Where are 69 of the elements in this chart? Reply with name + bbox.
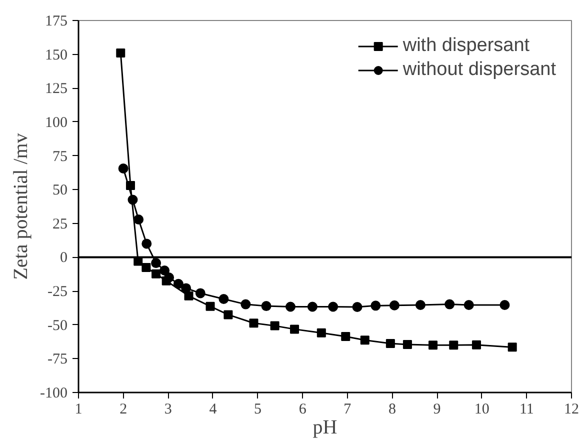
x-tick-label: 3 xyxy=(164,402,172,418)
point xyxy=(160,265,170,276)
point xyxy=(116,48,126,58)
point xyxy=(316,328,326,338)
point xyxy=(240,299,251,310)
point xyxy=(500,300,510,310)
y-tick-label: -25 xyxy=(48,284,68,300)
y-tick-label: 100 xyxy=(45,114,68,131)
x-tick-label: 2 xyxy=(120,402,128,418)
point xyxy=(352,302,362,312)
y-tick-label: -100 xyxy=(40,386,68,402)
point xyxy=(134,214,144,224)
x-tick-label: 10 xyxy=(474,402,490,418)
x-tick-label: 1 xyxy=(74,402,82,418)
y-tick-label: 0 xyxy=(60,250,68,266)
point xyxy=(389,300,400,310)
point xyxy=(290,324,300,334)
point xyxy=(449,340,458,350)
point xyxy=(206,302,215,311)
x-tick-label: 11 xyxy=(519,402,534,418)
legend-label: without dispersant xyxy=(402,59,556,81)
point xyxy=(142,263,151,272)
y-tick-label: 25 xyxy=(52,216,68,232)
x-tick-label: 7 xyxy=(344,402,352,418)
point xyxy=(415,300,426,310)
point xyxy=(285,302,296,312)
point xyxy=(444,299,455,310)
point xyxy=(508,342,517,352)
point xyxy=(128,194,138,205)
y-tick-label: 175 xyxy=(45,14,68,30)
x-tick-label: 12 xyxy=(564,402,579,418)
point xyxy=(118,163,128,174)
point xyxy=(173,278,184,289)
point xyxy=(181,283,192,294)
y-tick-label: 50 xyxy=(52,182,68,199)
x-tick-label: 8 xyxy=(388,402,396,418)
y-tick-label: 150 xyxy=(45,47,68,64)
point xyxy=(261,301,272,312)
point xyxy=(307,302,318,312)
point xyxy=(218,294,229,304)
y-tick-label: -75 xyxy=(48,352,68,368)
x-tick-label: 9 xyxy=(433,402,441,418)
point xyxy=(428,340,438,350)
point xyxy=(370,300,381,311)
point xyxy=(224,310,233,320)
point xyxy=(142,238,152,249)
point xyxy=(249,318,258,328)
point xyxy=(270,321,280,330)
point xyxy=(151,258,162,268)
point xyxy=(195,288,206,298)
y-tick-label: -50 xyxy=(48,318,68,334)
x-axis-title: pH xyxy=(312,416,338,438)
x-tick-label: 5 xyxy=(254,402,262,418)
y-tick-label: 125 xyxy=(45,81,68,98)
point xyxy=(360,336,370,345)
point xyxy=(386,339,395,348)
point xyxy=(472,340,481,350)
point xyxy=(152,269,161,278)
y-tick-label: 75 xyxy=(52,148,68,165)
point xyxy=(328,302,338,312)
point xyxy=(184,291,194,300)
y-axis-title: Zeta potential /mv xyxy=(10,133,32,280)
legend-label: with dispersant xyxy=(402,35,530,57)
x-tick-label: 6 xyxy=(298,402,307,418)
point xyxy=(341,332,350,341)
point xyxy=(402,340,412,349)
x-tick-label: 4 xyxy=(209,402,218,418)
point xyxy=(164,272,174,283)
point xyxy=(464,300,474,310)
